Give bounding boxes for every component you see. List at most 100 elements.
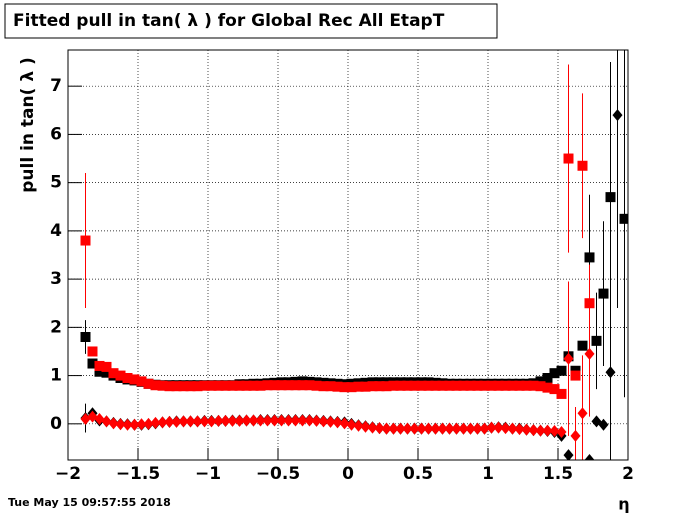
square-marker [360, 381, 371, 392]
diamond-marker [444, 422, 455, 435]
square-marker [549, 368, 560, 379]
square-marker [353, 381, 364, 392]
square-marker [430, 380, 441, 391]
diamond-marker [367, 421, 378, 434]
diamond-marker [535, 424, 546, 437]
diamond-marker [521, 423, 532, 436]
square-marker [248, 380, 259, 391]
square-marker [164, 381, 175, 392]
square-marker [192, 381, 203, 392]
square-marker [556, 365, 567, 376]
square-marker [332, 381, 343, 392]
diamond-marker [409, 422, 420, 435]
diamond-marker [465, 422, 476, 435]
diamond-marker [199, 415, 210, 428]
square-marker [143, 378, 154, 389]
diamond-marker [556, 426, 567, 439]
diamond-marker [500, 422, 511, 435]
y-tick-label: 0 [50, 414, 62, 434]
square-marker [528, 380, 539, 391]
square-marker [185, 381, 196, 392]
x-tick-label: 0 [342, 464, 354, 484]
square-marker [304, 380, 315, 391]
square-marker [206, 380, 217, 391]
square-marker [402, 380, 413, 391]
square-marker [269, 380, 280, 391]
square-marker [381, 381, 392, 392]
diamond-marker [584, 454, 595, 460]
diamond-marker [528, 424, 539, 437]
x-axis-label: η [618, 495, 629, 514]
diamond-marker [542, 424, 553, 437]
square-marker [101, 367, 112, 378]
diamond-marker [164, 415, 175, 428]
square-marker [199, 380, 210, 391]
diamond-marker [486, 421, 497, 434]
diamond-marker [206, 415, 217, 428]
x-tick-label: 2 [622, 464, 634, 484]
square-marker [549, 384, 560, 395]
square-marker [584, 252, 595, 263]
square-marker [171, 381, 182, 392]
diamond-marker [563, 449, 574, 460]
square-marker [157, 380, 168, 391]
x-tick-label: 0.5 [403, 464, 433, 484]
square-marker [178, 381, 189, 392]
diamond-marker [388, 422, 399, 435]
square-marker [444, 380, 455, 391]
square-marker [556, 388, 567, 399]
diamond-marker [136, 418, 147, 431]
square-marker [423, 380, 434, 391]
square-marker [213, 380, 224, 391]
x-tick-label: −0.5 [256, 464, 300, 484]
diamond-marker [192, 415, 203, 428]
x-tick-label: −1 [195, 464, 221, 484]
diamond-marker [297, 414, 308, 427]
y-axis-label: pull in tan( λ ) [18, 57, 38, 193]
y-tick-label: 5 [50, 173, 62, 193]
square-marker [311, 380, 322, 391]
diamond-marker [115, 418, 126, 431]
diamond-marker [416, 422, 427, 435]
square-marker [395, 380, 406, 391]
y-tick-label: 3 [50, 269, 62, 289]
square-marker [108, 368, 119, 379]
diamond-marker [395, 422, 406, 435]
diamond-marker [570, 429, 581, 442]
diamond-marker [332, 416, 343, 429]
diamond-marker [227, 414, 238, 427]
diamond-marker [360, 420, 371, 433]
square-marker [346, 382, 357, 393]
y-tick-label: 6 [50, 124, 62, 144]
y-tick-label: 2 [50, 317, 62, 337]
diamond-marker [290, 414, 301, 427]
square-marker [136, 376, 147, 387]
diamond-marker [283, 414, 294, 427]
plot-area [80, 50, 628, 460]
square-marker [87, 358, 98, 369]
square-marker [507, 380, 518, 391]
square-marker [570, 370, 581, 381]
diamond-marker [150, 416, 161, 429]
diamond-marker [178, 415, 189, 428]
square-marker [262, 380, 273, 391]
square-marker [416, 380, 427, 391]
square-marker [591, 335, 602, 346]
diamond-marker [269, 414, 280, 427]
square-marker [577, 160, 588, 171]
y-tick-label: 1 [50, 366, 62, 386]
square-marker [409, 380, 420, 391]
square-marker [80, 332, 91, 342]
diamond-marker [248, 414, 259, 427]
square-marker [465, 380, 476, 391]
diamond-marker [605, 366, 616, 379]
square-marker [367, 381, 378, 392]
x-tick-label: 1.5 [543, 464, 573, 484]
square-marker [87, 346, 98, 357]
square-marker [514, 380, 525, 391]
diamond-marker [255, 414, 266, 427]
diamond-marker [423, 422, 434, 435]
diamond-marker [234, 414, 245, 427]
